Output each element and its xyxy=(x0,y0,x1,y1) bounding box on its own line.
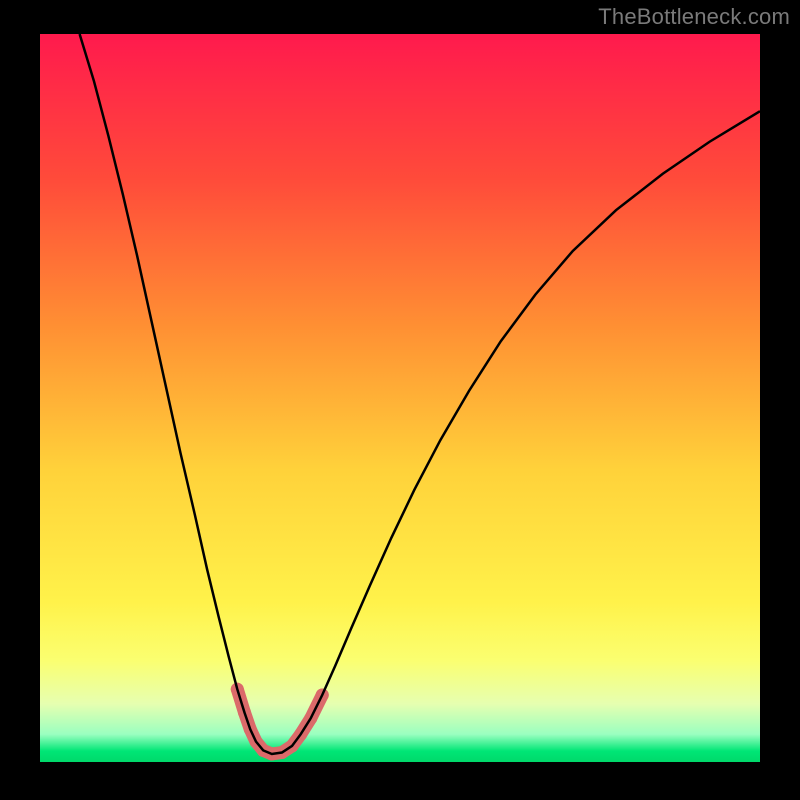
watermark-text: TheBottleneck.com xyxy=(598,4,790,30)
plot-background-gradient xyxy=(40,34,760,762)
chart-canvas: TheBottleneck.com xyxy=(0,0,800,800)
chart-svg xyxy=(0,0,800,800)
